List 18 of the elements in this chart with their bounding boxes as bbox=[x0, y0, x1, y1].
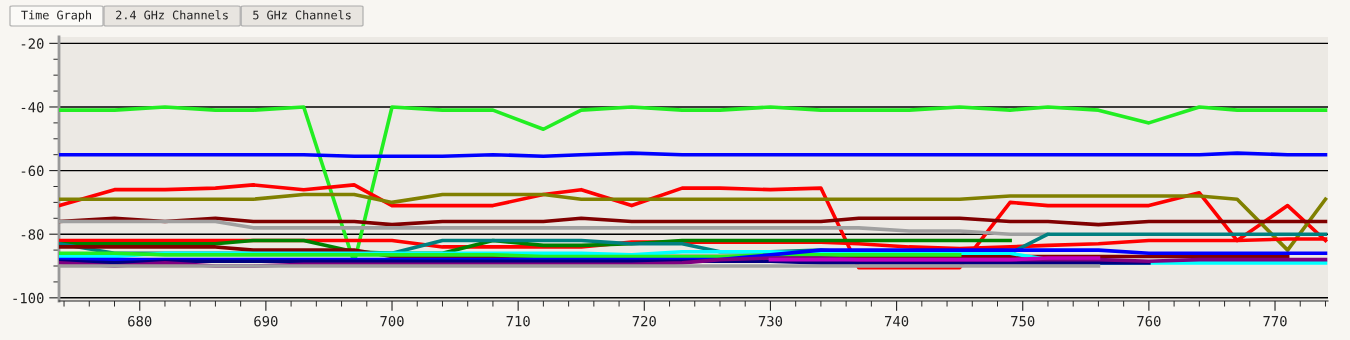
text: 2.4 GHz Channels bbox=[116, 10, 228, 20]
y-tick-label: -60 bbox=[21, 165, 44, 177]
x-tick-label: 720 bbox=[632, 315, 656, 327]
x-tick-label: 710 bbox=[506, 315, 530, 327]
x-tick-label: 770 bbox=[1263, 315, 1287, 327]
y-tick-label: -100 bbox=[13, 292, 44, 304]
x-tick-label: 700 bbox=[380, 315, 404, 327]
x-tick-label: 740 bbox=[884, 315, 909, 327]
x-tick-label: 680 bbox=[128, 315, 152, 327]
text: 5 GHz Channels bbox=[253, 10, 351, 20]
x-tick-label: 730 bbox=[758, 315, 783, 327]
y-tick-label: -20 bbox=[21, 38, 44, 49]
y-tick-label: -80 bbox=[21, 229, 44, 240]
x-tick-label: 690 bbox=[254, 315, 278, 327]
x-tick-label: 750 bbox=[1011, 315, 1035, 327]
x-tick-label: 760 bbox=[1137, 315, 1161, 327]
text: Time Graph bbox=[21, 10, 91, 22]
y-tick-label: -40 bbox=[21, 101, 44, 113]
